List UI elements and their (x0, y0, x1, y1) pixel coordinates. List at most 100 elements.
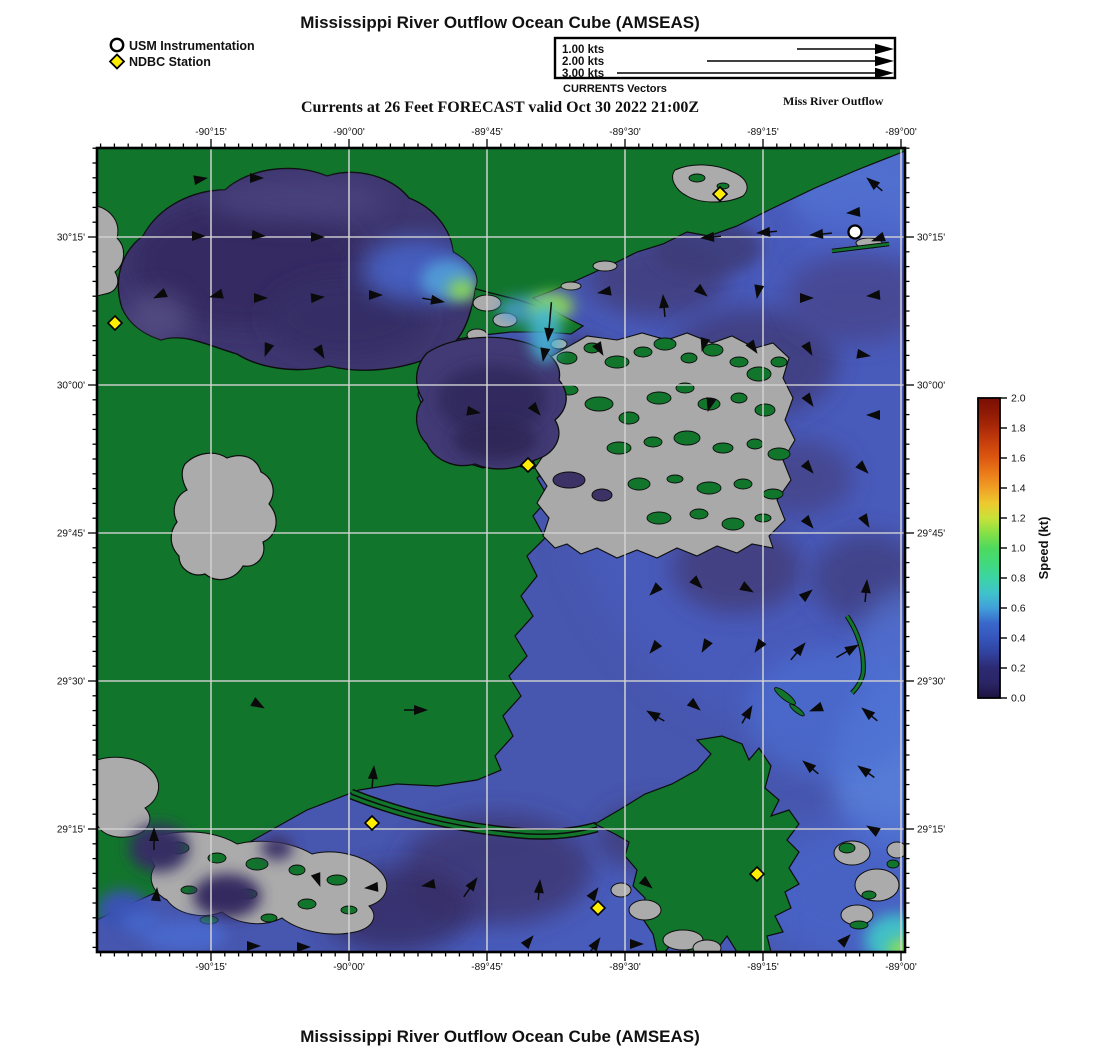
marsh-islets (164, 173, 900, 930)
current-vector-arrow (861, 707, 878, 722)
current-vector-arrow (809, 228, 832, 239)
current-vector-arrow (404, 705, 428, 715)
current-vector-arrow (856, 348, 871, 359)
current-vector-arrow (592, 341, 604, 356)
current-vector-arrow (860, 579, 871, 602)
lon-label: -90°15' (195, 962, 227, 973)
current-vector-arrow (866, 177, 883, 192)
current-vector-arrow (802, 760, 819, 775)
lon-label: -89°30' (609, 127, 641, 138)
current-vector-arrow (866, 410, 880, 420)
current-vector-arrow (254, 293, 268, 303)
current-vector-arrow (686, 697, 701, 711)
lon-label: -89°45' (471, 962, 503, 973)
current-vector-arrow (700, 337, 711, 352)
rigolets-speed-hotspots (497, 292, 574, 363)
page-title: Mississippi River Outflow Ocean Cube (AM… (300, 13, 700, 32)
scale-row-label: 3.00 kts (562, 68, 604, 80)
lon-label: -89°00' (885, 962, 917, 973)
colorbar: 0.0 0.2 0.4 0.6 0.8 1.0 1.2 1.4 1.6 1.8 2.0 Speed … (977, 393, 1051, 705)
vector-scale-box: 1.00 kts 2.00 kts 3.00 kts CURRENTS Vect… (553, 36, 897, 95)
current-vector-arrow (149, 827, 159, 850)
lat-label: 30°15' (57, 233, 85, 244)
scale-row-label: 2.00 kts (562, 56, 604, 68)
current-vector-arrow (798, 589, 813, 603)
map-frame (95, 146, 907, 954)
map-panel: -90°15' -90°15' -90°00' -90°00' -89°45' -89°4… (57, 127, 945, 973)
colorbar-tick-label: 0.8 (1011, 573, 1026, 585)
current-vector-arrow (466, 405, 481, 416)
current-vector-arrow (422, 294, 445, 305)
current-vector-arrow (192, 231, 206, 241)
current-vector-arrow (706, 397, 717, 412)
scale-row-label: 1.00 kts (562, 44, 604, 56)
current-vector-arrow (364, 881, 379, 892)
lat-label: 29°30' (917, 677, 945, 688)
lon-label: -89°15' (747, 962, 779, 973)
vector-scale-caption: CURRENTS Vectors (563, 83, 667, 95)
current-vector-arrow (800, 293, 814, 303)
ndbc-station-marker (519, 456, 537, 474)
current-vector-arrow (866, 289, 881, 300)
colorbar-tick-label: 1.4 (1011, 483, 1026, 495)
colorbar-tick-label: 2.0 (1011, 393, 1026, 405)
current-vector-arrow (264, 342, 275, 357)
colorbar-tick-label: 1.2 (1011, 513, 1026, 525)
lat-label: 30°15' (917, 233, 945, 244)
current-vector-arrow (649, 639, 663, 654)
colorbar-ticks: 0.0 0.2 0.4 0.6 0.8 1.0 1.2 1.4 1.6 1.8 2.0 (1000, 393, 1026, 705)
current-vector-arrow (250, 173, 264, 183)
current-vector-arrow (756, 226, 777, 237)
lake-borgne (416, 336, 613, 502)
region-label: Miss River Outflow (783, 94, 884, 108)
lat-label: 29°15' (917, 825, 945, 836)
lat-label: 29°45' (57, 529, 85, 540)
current-vector-arrow (689, 575, 703, 589)
current-vector-arrow (701, 638, 713, 653)
marsh-gray-base (532, 332, 796, 559)
bay-st-louis-gray (672, 164, 748, 203)
current-vector-arrow (837, 934, 851, 948)
southwest-water-spots (97, 824, 293, 952)
current-vector-arrow (846, 206, 861, 217)
current-vector-arrow (754, 284, 765, 299)
graticule-gridlines (97, 148, 905, 952)
current-vector-arrow (527, 401, 541, 416)
legend-ndbc-label: NDBC Station (129, 55, 211, 69)
current-vector-arrow (250, 697, 265, 709)
ndbc-station-marker (106, 314, 124, 332)
current-vector-arrow (533, 879, 544, 900)
footer-title: Mississippi River Outflow Ocean Cube (AM… (300, 1027, 700, 1046)
ndbc-station-marker (711, 185, 729, 203)
colorbar-tick-label: 1.8 (1011, 423, 1026, 435)
current-vector-arrow (369, 290, 383, 300)
current-vector-arrow (630, 939, 644, 949)
usm-instrumentation-marker (847, 224, 863, 240)
current-vector-arrow (297, 942, 311, 952)
ndbc-station-marker (748, 865, 766, 883)
current-vector-arrow (520, 935, 534, 950)
current-vector-arrow (754, 638, 767, 653)
river-channel-line (350, 793, 598, 836)
ndbc-diamond-icon (108, 53, 126, 70)
lake-pontchartrain (117, 167, 478, 371)
lat-label: 29°45' (917, 529, 945, 540)
current-vector-arrow (857, 765, 875, 779)
lon-label: -89°45' (471, 127, 503, 138)
current-vector-layer (149, 173, 886, 952)
current-vector-arrow (587, 937, 601, 952)
forecast-subtitle: Currents at 26 Feet FORECAST valid Oct 3… (301, 99, 699, 116)
legend-usm-label: USM Instrumentation (129, 39, 255, 53)
current-vector-arrow (858, 513, 870, 528)
current-vector-arrow (800, 459, 814, 474)
current-vector-arrow (597, 285, 612, 296)
lon-label: -89°15' (747, 127, 779, 138)
current-vector-arrow (463, 877, 478, 898)
current-vector-arrow (871, 231, 886, 242)
map-legend: USM Instrumentation NDBC Station (108, 37, 255, 70)
current-vector-arrow (421, 878, 436, 889)
current-vector-arrow (646, 710, 665, 722)
current-vector-arrow (866, 825, 881, 837)
current-vector-arrow (311, 232, 325, 242)
current-vector-arrow (790, 642, 806, 661)
